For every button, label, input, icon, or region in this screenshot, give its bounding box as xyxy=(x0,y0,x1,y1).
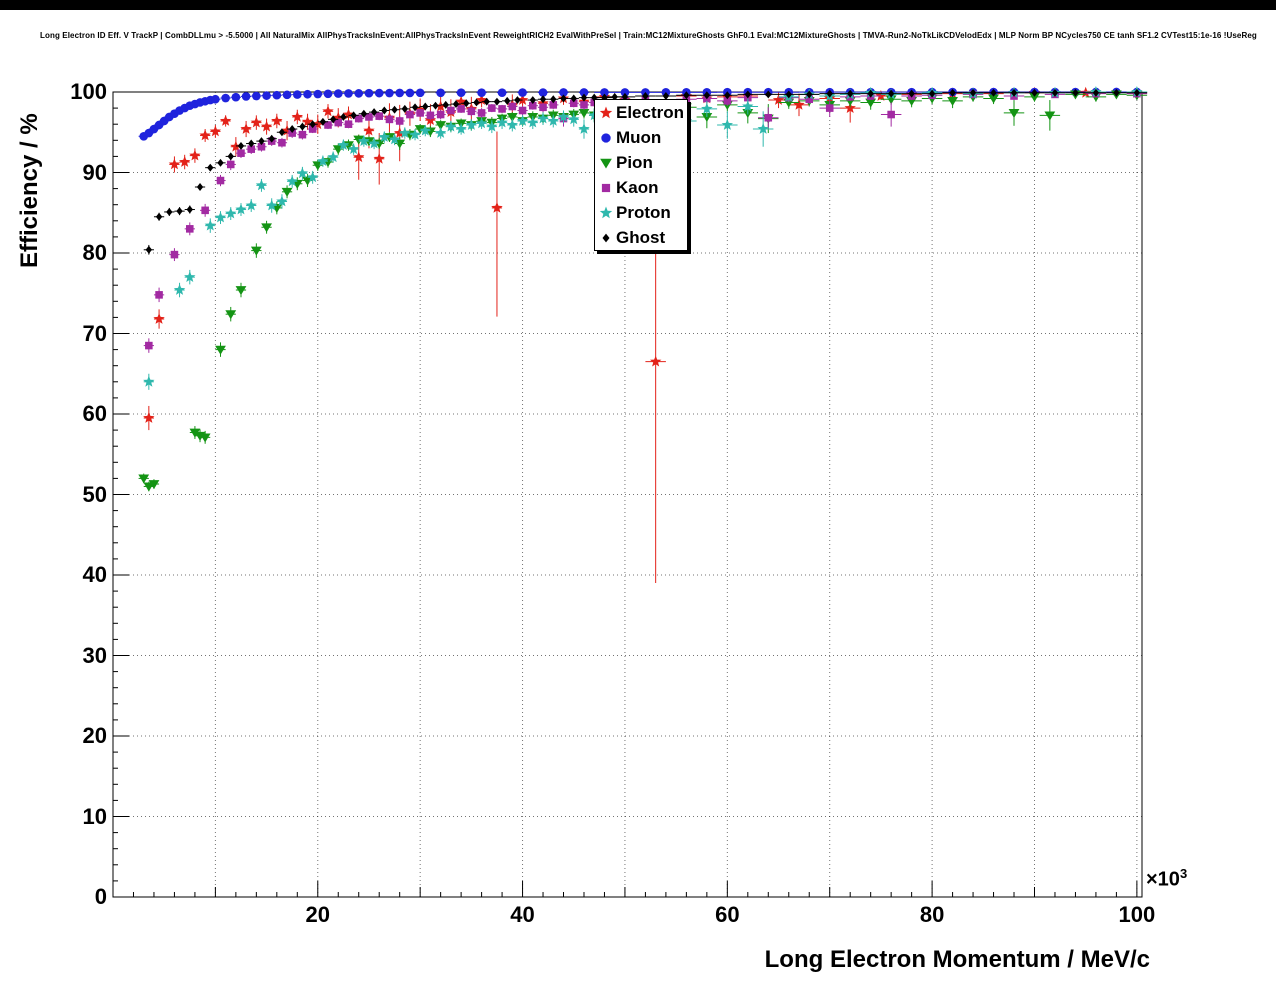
legend-label: Kaon xyxy=(616,177,659,197)
x-tick-label: 100 xyxy=(1118,902,1156,927)
legend-label: Muon xyxy=(616,127,662,147)
y-tick-label: 70 xyxy=(82,320,107,346)
x-axis-multiplier-exponent: 3 xyxy=(1179,866,1188,881)
x-tick-label: 20 xyxy=(305,902,330,927)
x-axis-multiplier: ×103 xyxy=(1146,866,1187,892)
muon-circle-icon xyxy=(601,132,611,143)
y-tick-label: 90 xyxy=(82,159,107,185)
x-tick-label: 40 xyxy=(510,902,535,927)
kaon-square-icon xyxy=(601,183,611,192)
legend-item-ghost: Ghost xyxy=(595,225,687,250)
proton-star-icon xyxy=(599,206,613,218)
x-axis-title: Long Electron Momentum / MeV/c xyxy=(764,946,1150,973)
y-tick-label: 30 xyxy=(82,642,107,668)
y-tick-label: 80 xyxy=(82,240,107,265)
y-tick-label: 40 xyxy=(82,562,107,587)
y-tick-label: 50 xyxy=(82,481,107,507)
legend-item-kaon: Kaon xyxy=(595,175,687,200)
legend-label: Ghost xyxy=(616,227,666,247)
y-tick-label: 0 xyxy=(94,884,107,909)
y-axis-title: Efficiency / % xyxy=(16,113,43,268)
pion-triangle-icon xyxy=(600,158,612,169)
legend-item-pion: Pion xyxy=(595,150,687,175)
legend-item-electron: Electron xyxy=(595,100,687,125)
legend: Electron Muon Pion Kaon Proton Ghost xyxy=(594,99,688,251)
plot-title: Long Electron ID Eff. V TrackP | CombDLL… xyxy=(40,31,1257,40)
y-tick-label: 10 xyxy=(82,803,107,829)
legend-label: Proton xyxy=(616,202,671,222)
y-tick-label: 20 xyxy=(82,723,107,748)
x-axis-multiplier-base: ×10 xyxy=(1146,868,1180,891)
electron-star-icon xyxy=(599,106,613,118)
y-tick-label: 60 xyxy=(82,401,107,426)
x-tick-label: 60 xyxy=(715,902,740,927)
legend-label: Pion xyxy=(616,152,653,172)
window-top-bar xyxy=(0,0,1276,10)
ghost-diamond-icon xyxy=(602,233,610,242)
legend-item-muon: Muon xyxy=(595,125,687,150)
legend-item-proton: Proton xyxy=(595,200,687,225)
legend-label: Electron xyxy=(616,102,685,122)
y-tick-label: 100 xyxy=(70,79,107,104)
x-tick-label: 80 xyxy=(919,902,945,927)
